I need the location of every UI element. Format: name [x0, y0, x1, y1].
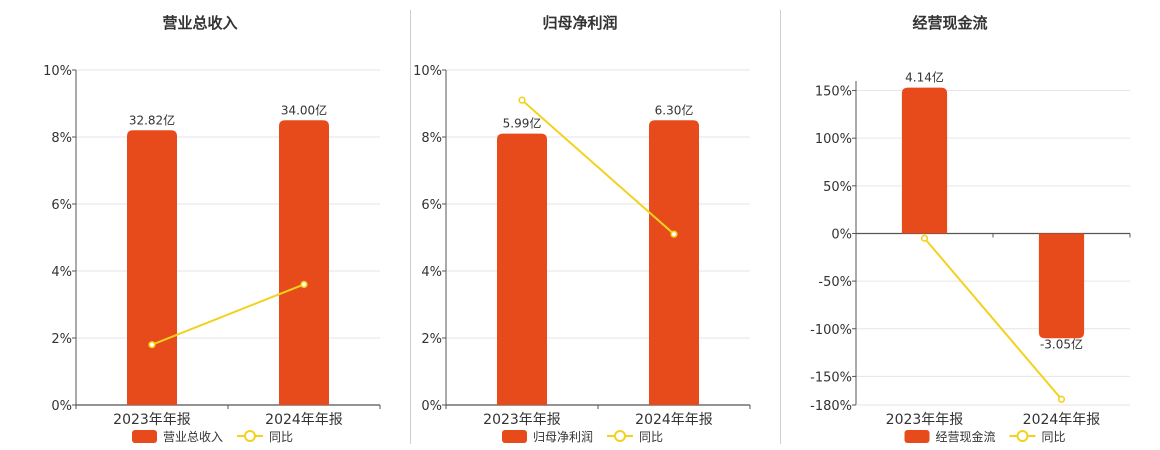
- yoy-point: [920, 234, 929, 242]
- legend-line-marker: [1016, 430, 1029, 442]
- panel-divider: [780, 10, 781, 444]
- y-tick-label: 100%: [815, 132, 852, 147]
- legend-bar-swatch: [904, 430, 930, 443]
- yoy-line: [151, 283, 305, 346]
- y-tick-label: 0%: [421, 399, 442, 414]
- bar-data-label: 34.00亿: [281, 102, 327, 117]
- x-tick-label: 2023年年报: [886, 412, 964, 428]
- y-tick-label: 50%: [823, 180, 852, 195]
- legend-label: 同比: [269, 430, 293, 444]
- yoy-point: [300, 280, 308, 289]
- chart-panel-revenue: 营业总收入 0% 2% 4% 6% 8% 10% 2023年年报 2024年年报 32.82亿 3…: [0, 0, 400, 450]
- y-tick-label: -180%: [810, 399, 852, 414]
- x-tick-label: 2024年年报: [635, 412, 713, 428]
- y-tick-label: 6%: [51, 198, 72, 213]
- y-tick-label: 150%: [815, 85, 852, 100]
- yoy-point: [1057, 395, 1066, 403]
- bar: [1038, 233, 1085, 339]
- legend-label: 同比: [1042, 430, 1066, 444]
- yoy-point: [518, 96, 526, 104]
- yoy-point: [670, 230, 678, 238]
- chart-svg: 0% 2% 4% 6% 8% 10% 2023年年报 2024年年报 32.82亿 34.00亿营…: [43, 64, 381, 444]
- y-tick-label: 0%: [51, 399, 72, 414]
- chart-panel-cashflow: 经营现金流 -180% -150% -100% -50% 0% 50% 100% 150% 20…: [740, 0, 1160, 450]
- bar-data-label: 6.30亿: [655, 102, 694, 117]
- legend-label: 经营现金流: [936, 429, 996, 444]
- yoy-line: [521, 99, 675, 235]
- legend-bar-swatch: [132, 430, 157, 443]
- y-tick-label: 10%: [43, 64, 72, 79]
- x-tick-label: 2023年年报: [113, 412, 191, 428]
- chart-title: 营业总收入: [162, 14, 238, 32]
- bar-data-label: 5.99亿: [503, 116, 542, 131]
- bar: [279, 120, 329, 405]
- y-tick-label: 0%: [831, 227, 852, 242]
- legend-line-marker: [244, 430, 256, 442]
- bar: [649, 120, 699, 405]
- y-tick-label: 2%: [51, 332, 72, 347]
- y-tick-label: 4%: [421, 265, 442, 280]
- bar-data-label: -3.05亿: [1040, 336, 1083, 351]
- y-tick-label: 10%: [413, 64, 442, 79]
- y-tick-label: 2%: [421, 332, 442, 347]
- bar-data-label: 32.82亿: [129, 112, 175, 127]
- chart-title: 归母净利润: [542, 14, 618, 32]
- legend-bar-swatch: [502, 430, 527, 443]
- y-tick-label: -100%: [810, 323, 852, 338]
- yoy-point: [148, 341, 156, 349]
- chart-panel-net-profit: 归母净利润 0% 2% 4% 6% 8% 10% 2023年年报 2024年年报 5.99亿 6.…: [370, 0, 790, 450]
- chart-svg: 0% 2% 4% 6% 8% 10% 2023年年报 2024年年报 5.99亿 6.30亿归母净…: [413, 64, 751, 444]
- chart-title: 经营现金流: [912, 14, 988, 32]
- y-tick-label: 8%: [421, 131, 442, 146]
- chart-svg: -180% -150% -100% -50% 0% 50% 100% 150% 2023年年报 2…: [810, 70, 1131, 444]
- bar-data-label: 4.14亿: [905, 70, 944, 85]
- y-tick-label: -150%: [810, 370, 852, 385]
- bar: [901, 87, 948, 234]
- y-tick-label: 6%: [421, 198, 442, 213]
- x-tick-label: 2024年年报: [265, 412, 343, 428]
- legend-line-marker: [614, 430, 626, 442]
- panel-divider: [410, 10, 411, 444]
- bar: [127, 130, 177, 406]
- legend-label: 归母净利润: [533, 430, 593, 444]
- legend-label: 同比: [639, 430, 663, 444]
- yoy-line: [923, 237, 1063, 400]
- y-tick-label: -50%: [818, 275, 852, 290]
- bar: [497, 133, 547, 405]
- legend-label: 营业总收入: [163, 430, 223, 444]
- y-tick-label: 4%: [51, 265, 72, 280]
- x-tick-label: 2023年年报: [483, 412, 561, 428]
- x-tick-label: 2024年年报: [1023, 412, 1101, 428]
- y-tick-label: 8%: [51, 131, 72, 146]
